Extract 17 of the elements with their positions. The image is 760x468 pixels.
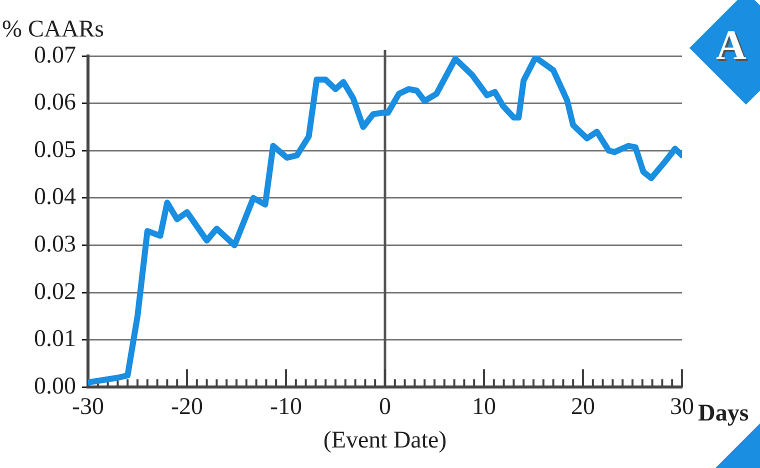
y-tick-label: 0.03 xyxy=(34,232,76,258)
y-tick-label: 0.01 xyxy=(34,326,76,352)
text: Days xyxy=(698,400,749,426)
y-tick-label: 0.04 xyxy=(34,184,76,210)
x-tick-label: 10 xyxy=(472,394,496,420)
y-tick-label: 0.07 xyxy=(34,42,76,68)
x-axis-title: (Event Date) xyxy=(323,427,447,454)
text: A xyxy=(716,22,746,70)
x-tick-label: 30 xyxy=(670,394,694,420)
x-tick-label: -10 xyxy=(270,394,302,420)
x-tick-label: -20 xyxy=(171,394,203,420)
x-tick-label: 0 xyxy=(379,394,391,420)
y-tick-label: 0.06 xyxy=(34,90,76,116)
x-tick-label: 20 xyxy=(571,394,595,420)
y-tick-label: 0.05 xyxy=(34,136,76,163)
y-tick-label: 0.02 xyxy=(34,278,76,305)
y-axis-title: % CAARs xyxy=(2,16,104,42)
